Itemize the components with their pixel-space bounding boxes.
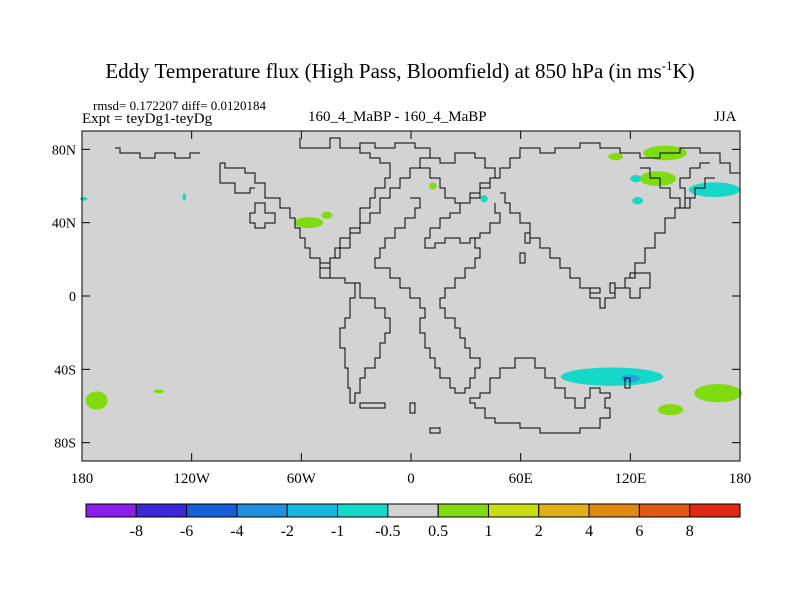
anomaly-patch — [294, 217, 324, 229]
colorbar-bin — [135, 503, 188, 518]
lon-tick-label: 60E — [509, 471, 533, 487]
colorbar-label: 2 — [535, 523, 543, 540]
season-label: JJA — [714, 109, 737, 125]
colorbar-label: -6 — [180, 523, 193, 540]
colorbar-label: 4 — [585, 523, 593, 540]
anomaly-patch — [694, 384, 742, 403]
coastline-australia — [469, 357, 611, 434]
colorbar-bin — [387, 503, 439, 518]
colorbar-label: -2 — [281, 523, 294, 540]
colorbar-label: -8 — [130, 523, 143, 540]
lat-tick-label: 80N — [52, 143, 76, 158]
coastline-north-america — [220, 137, 431, 269]
anomaly-patch — [639, 171, 677, 187]
plot-title: Eddy Temperature flux (High Pass, Bloomf… — [0, 58, 800, 84]
lon-tick-label: 180 — [729, 471, 752, 487]
colorbar-bin — [437, 503, 489, 518]
anomaly-patch — [85, 391, 108, 410]
colorbar-bin — [337, 503, 389, 518]
colorbar-bin — [588, 503, 640, 518]
colorbar-bin — [487, 503, 540, 518]
colorbar-label: -4 — [230, 523, 243, 540]
title-superscript: -1 — [661, 58, 673, 73]
center-label: 160_4_MaBP - 160_4_MaBP — [308, 109, 487, 125]
lon-tick-label: 0 — [407, 471, 415, 487]
lon-tick-label: 180 — [71, 471, 94, 487]
anomaly-patch — [630, 175, 642, 183]
colorbar-label: 1 — [484, 523, 492, 540]
lat-tick-label: 40S — [54, 363, 76, 378]
anomaly-patch — [632, 197, 644, 205]
coastline-europe — [430, 142, 740, 229]
lon-tick-label: 120E — [614, 471, 646, 487]
anomaly-patch — [153, 389, 165, 394]
colorbar-bin — [236, 503, 288, 518]
axis-ticks: 180 120W 60W 0 60E 120E 180 80N 40N 0 40S 80S — [52, 131, 751, 487]
coastline-baffin — [115, 147, 200, 159]
anomaly-patch — [657, 404, 684, 416]
lat-tick-label: 0 — [69, 290, 76, 305]
anomaly-patch — [608, 153, 624, 161]
colorbar-label: 6 — [635, 523, 643, 540]
anomaly-patch — [688, 182, 741, 198]
anomaly-patch — [429, 182, 437, 190]
colorbar-label: 8 — [686, 523, 694, 540]
coastline-islands-ne — [640, 162, 710, 209]
lat-tick-label: 40N — [52, 217, 76, 232]
colorbar-bin — [85, 503, 137, 518]
stats-text: rmsd= 0.172207 diff= 0.0120184 — [93, 98, 266, 113]
colorbar-label: -0.5 — [375, 523, 400, 540]
coastline-hudson — [249, 202, 276, 229]
colorbar-label: -1 — [331, 523, 344, 540]
coastline-layer — [115, 137, 740, 434]
anomaly-patch — [182, 193, 187, 201]
colorbar-bin — [538, 503, 590, 518]
anomaly-patch — [321, 211, 333, 219]
colorbar: -8 -6 -4 -2 -1 -0.5 0.5 1 2 4 6 8 — [85, 503, 741, 540]
coastline-africa — [439, 237, 481, 394]
lon-tick-label: 60W — [287, 471, 317, 487]
title-unit: K) — [672, 59, 695, 83]
coastline-mediterranean — [424, 203, 501, 249]
title-text: Eddy Temperature flux (High Pass, Bloomf… — [105, 59, 662, 83]
colorbar-bin — [286, 503, 339, 518]
lat-tick-label: 80S — [54, 437, 76, 452]
anomaly-patch — [560, 367, 664, 386]
colorbar-bin — [186, 503, 238, 518]
coastline-alaska — [219, 163, 255, 194]
anomaly-patch — [480, 195, 488, 203]
lon-tick-label: 120W — [173, 471, 211, 487]
colorbar-bin — [689, 503, 741, 518]
coastline-america — [299, 137, 391, 404]
coastline-southern-islands — [359, 377, 631, 434]
colorbar-label: 0.5 — [428, 523, 448, 540]
coastline-asia-islands — [519, 232, 651, 299]
anomaly-patch — [80, 197, 88, 201]
coastline-asia-south — [500, 177, 715, 309]
experiment-text: Expt = teyDg1-teyDg — [82, 111, 213, 127]
colorbar-bin — [638, 503, 691, 518]
coastline-eurasia — [374, 197, 445, 379]
